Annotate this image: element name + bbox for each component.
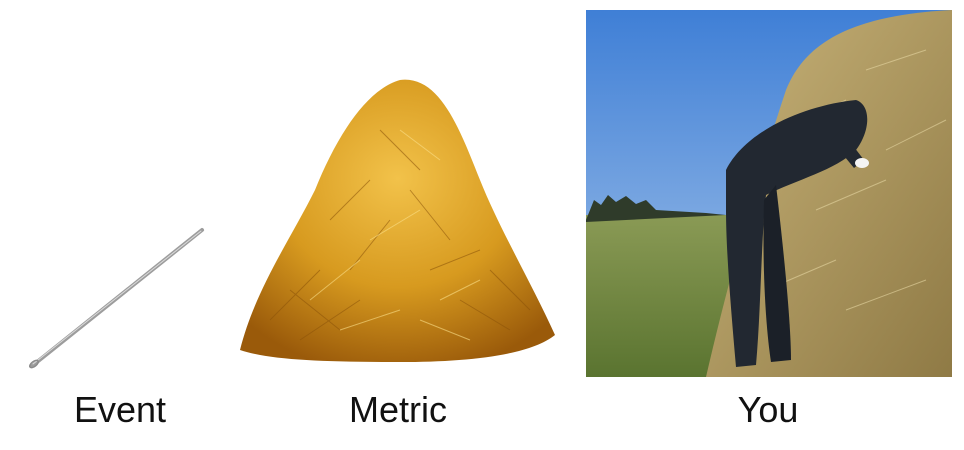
- metric-caption: Metric: [349, 389, 447, 430]
- needle-image: [20, 220, 220, 380]
- event-caption: Event: [73, 389, 167, 430]
- haystack-image: [230, 70, 565, 370]
- you-caption: You: [737, 389, 799, 430]
- person-figure: [726, 100, 869, 367]
- person-in-haystack-photo: [586, 10, 952, 377]
